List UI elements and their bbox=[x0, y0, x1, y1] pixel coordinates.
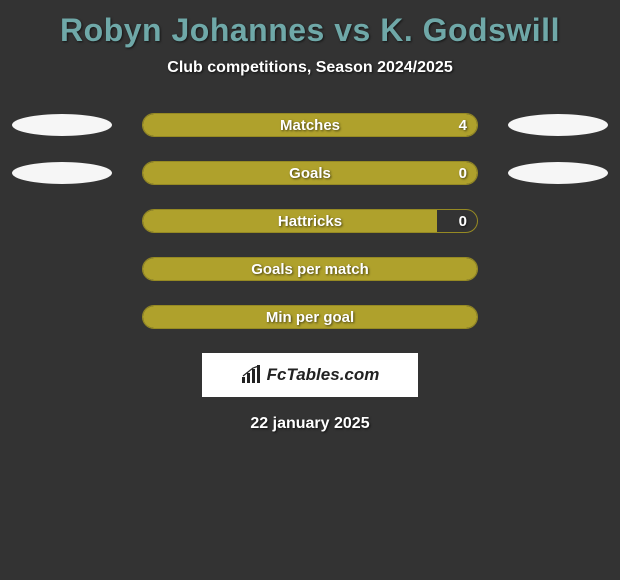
stat-value: 4 bbox=[459, 114, 467, 136]
subtitle: Club competitions, Season 2024/2025 bbox=[0, 59, 620, 77]
left-ellipse bbox=[12, 114, 112, 136]
right-ellipse bbox=[508, 162, 608, 184]
stat-label: Goals bbox=[143, 162, 477, 184]
date-text: 22 january 2025 bbox=[0, 415, 620, 433]
stat-bar: Goals per match bbox=[142, 257, 478, 281]
main-title: Robyn Johannes vs K. Godswill bbox=[0, 12, 620, 49]
right-ellipse bbox=[508, 114, 608, 136]
stat-label: Matches bbox=[143, 114, 477, 136]
logo-text: FcTables.com bbox=[267, 365, 380, 385]
stat-row: Goals0 bbox=[0, 161, 620, 185]
stat-row: Hattricks0 bbox=[0, 209, 620, 233]
stat-row: Goals per match bbox=[0, 257, 620, 281]
left-ellipse bbox=[12, 162, 112, 184]
chart-icon bbox=[241, 365, 263, 385]
stat-label: Min per goal bbox=[143, 306, 477, 328]
stat-row: Matches4 bbox=[0, 113, 620, 137]
stat-bar: Min per goal bbox=[142, 305, 478, 329]
comparison-panel: Robyn Johannes vs K. Godswill Club compe… bbox=[0, 0, 620, 433]
stat-value: 0 bbox=[459, 162, 467, 184]
stat-row: Min per goal bbox=[0, 305, 620, 329]
logo-box: FcTables.com bbox=[202, 353, 418, 397]
stat-bar: Matches4 bbox=[142, 113, 478, 137]
logo: FcTables.com bbox=[241, 365, 380, 385]
stat-label: Hattricks bbox=[143, 210, 477, 232]
stat-value: 0 bbox=[459, 210, 467, 232]
stat-bar: Hattricks0 bbox=[142, 209, 478, 233]
stat-label: Goals per match bbox=[143, 258, 477, 280]
stat-rows: Matches4Goals0Hattricks0Goals per matchM… bbox=[0, 113, 620, 329]
stat-bar: Goals0 bbox=[142, 161, 478, 185]
